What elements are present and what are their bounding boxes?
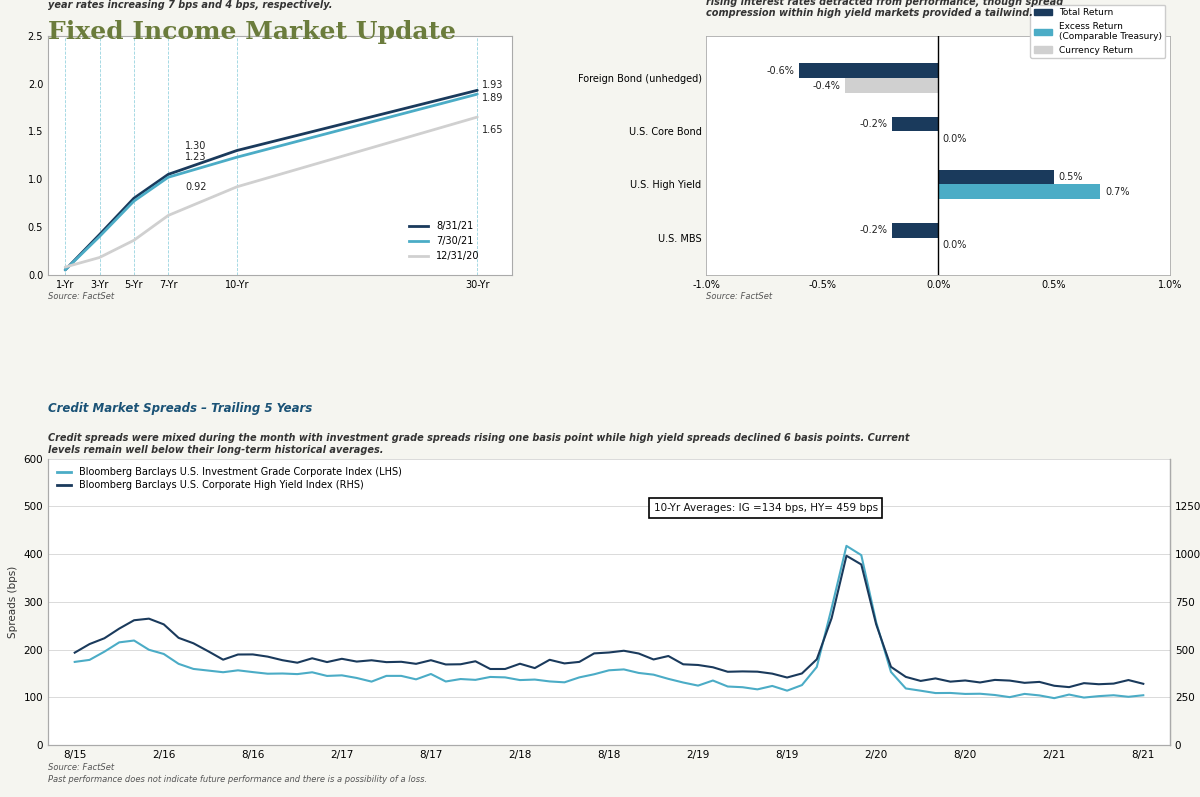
Text: 0.0%: 0.0% [943, 240, 967, 250]
Bloomberg Barclays U.S. Corporate High Yield Index (RHS) [1002, 676, 1016, 685]
Bloomberg Barclays U.S. Investment Grade Corporate Index (LHS) [1002, 693, 1016, 702]
Text: -0.2%: -0.2% [859, 225, 887, 235]
Bar [938, 184, 1100, 199]
Bloomberg Barclays U.S. Corporate High Yield Index (RHS) [973, 677, 988, 687]
Bloomberg Barclays U.S. Investment Grade Corporate Index (LHS) [973, 689, 988, 698]
Bloomberg Barclays U.S. Investment Grade Corporate Index (LHS) [1048, 693, 1062, 703]
Bloomberg Barclays U.S. Investment Grade Corporate Index (LHS) [305, 668, 319, 677]
Text: -0.4%: -0.4% [812, 80, 841, 91]
Text: Fixed Income Market Update: Fixed Income Market Update [48, 20, 456, 44]
Line: Bloomberg Barclays U.S. Corporate High Yield Index (RHS): Bloomberg Barclays U.S. Corporate High Y… [74, 556, 1144, 687]
Text: Past performance does not indicate future performance and there is a possibility: Past performance does not indicate futur… [48, 775, 427, 784]
Bloomberg Barclays U.S. Corporate High Yield Index (RHS) [424, 655, 438, 665]
Text: 1.23: 1.23 [185, 152, 206, 163]
Y-axis label: Spreads (bps): Spreads (bps) [8, 566, 18, 638]
Bar [799, 64, 938, 78]
Bloomberg Barclays U.S. Investment Grade Corporate Index (LHS) [67, 657, 82, 666]
Bar [846, 78, 938, 93]
Bloomberg Barclays U.S. Investment Grade Corporate Index (LHS) [424, 669, 438, 679]
Bloomberg Barclays U.S. Investment Grade Corporate Index (LHS) [1136, 690, 1151, 700]
Text: 1.93: 1.93 [482, 80, 504, 89]
Legend: Total Return, Excess Return
(Comparable Treasury), Currency Return: Total Return, Excess Return (Comparable … [1030, 5, 1165, 58]
Bloomberg Barclays U.S. Corporate High Yield Index (RHS) [305, 654, 319, 663]
Text: 0.0%: 0.0% [943, 134, 967, 143]
Bar [892, 222, 938, 238]
Text: -0.6%: -0.6% [767, 66, 794, 76]
Bloomberg Barclays U.S. Investment Grade Corporate Index (LHS) [1062, 689, 1076, 699]
Bloomberg Barclays U.S. Corporate High Yield Index (RHS) [67, 648, 82, 658]
Line: Bloomberg Barclays U.S. Investment Grade Corporate Index (LHS): Bloomberg Barclays U.S. Investment Grade… [74, 546, 1144, 698]
Bloomberg Barclays U.S. Corporate High Yield Index (RHS) [601, 648, 617, 658]
Text: 1.89: 1.89 [482, 93, 504, 103]
Bloomberg Barclays U.S. Investment Grade Corporate Index (LHS) [601, 665, 617, 675]
Text: 0.92: 0.92 [185, 182, 206, 192]
Text: Source: FactSet: Source: FactSet [48, 292, 114, 301]
Bar [938, 170, 1054, 184]
Text: Source: FactSet: Source: FactSet [48, 763, 114, 771]
Text: Performance within fixed income markets was muted in August. Slightly
rising int: Performance within fixed income markets … [707, 0, 1105, 18]
Text: Credit Market Spreads – Trailing 5 Years: Credit Market Spreads – Trailing 5 Years [48, 402, 312, 414]
Text: 0.7%: 0.7% [1105, 187, 1129, 197]
Bloomberg Barclays U.S. Corporate High Yield Index (RHS) [1062, 682, 1076, 692]
Bloomberg Barclays U.S. Corporate High Yield Index (RHS) [839, 551, 853, 560]
Legend: Bloomberg Barclays U.S. Investment Grade Corporate Index (LHS), Bloomberg Barcla: Bloomberg Barclays U.S. Investment Grade… [53, 464, 406, 494]
Bloomberg Barclays U.S. Investment Grade Corporate Index (LHS) [839, 541, 853, 551]
Text: 1.65: 1.65 [482, 125, 504, 135]
Text: 0.5%: 0.5% [1058, 172, 1084, 182]
Text: U.S. Treasury rates moved higher in August with the 10-year and 30-
year rates i: U.S. Treasury rates moved higher in Augu… [48, 0, 427, 10]
Bloomberg Barclays U.S. Corporate High Yield Index (RHS) [1048, 681, 1062, 690]
Text: 1.30: 1.30 [185, 141, 206, 151]
Legend: 8/31/21, 7/30/21, 12/31/20: 8/31/21, 7/30/21, 12/31/20 [406, 218, 484, 265]
Text: 10-Yr Averages: IG =134 bps, HY= 459 bps: 10-Yr Averages: IG =134 bps, HY= 459 bps [654, 503, 877, 513]
Bloomberg Barclays U.S. Corporate High Yield Index (RHS) [1136, 679, 1151, 689]
Text: -0.2%: -0.2% [859, 119, 887, 129]
Text: Source: FactSet: Source: FactSet [707, 292, 773, 301]
Bar [892, 116, 938, 132]
Text: Credit spreads were mixed during the month with investment grade spreads rising : Credit spreads were mixed during the mon… [48, 433, 910, 454]
